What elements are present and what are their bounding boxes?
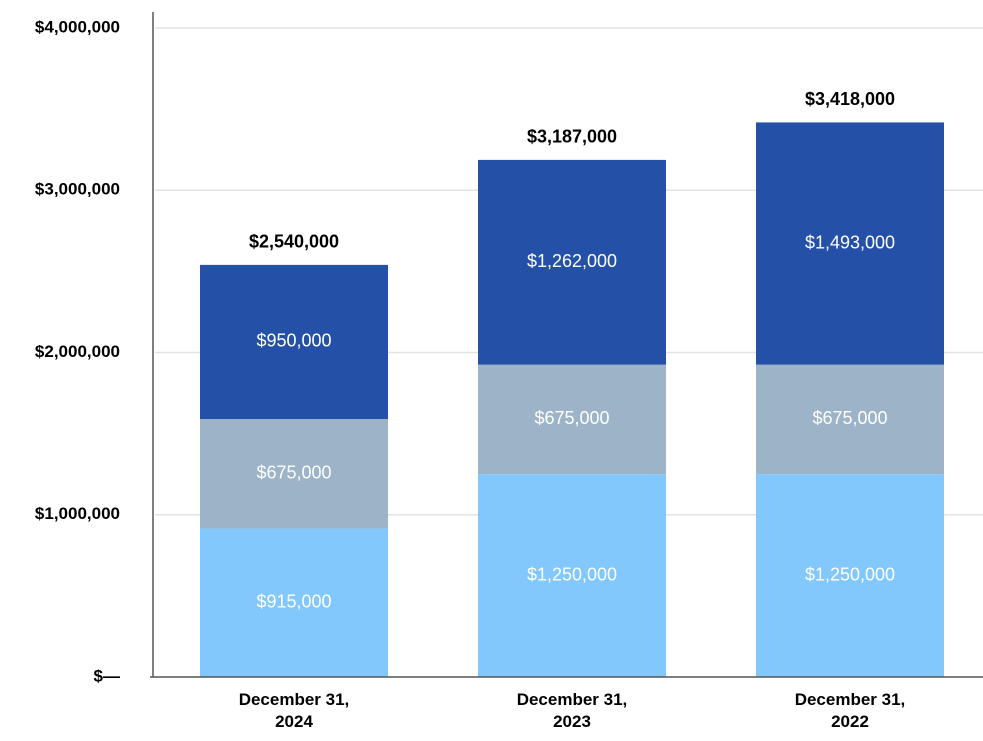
total-label: $3,187,000 <box>527 127 617 147</box>
y-tick-label: $1,000,000 <box>35 504 120 523</box>
bar-segment <box>756 474 944 677</box>
value-label: $1,262,000 <box>527 251 617 271</box>
bar-segment <box>200 264 388 420</box>
value-label: $1,250,000 <box>805 564 895 584</box>
value-label: $1,493,000 <box>805 232 895 252</box>
bar-segment <box>756 364 944 475</box>
value-label: $915,000 <box>256 592 331 612</box>
bar-segment <box>756 122 944 365</box>
y-tick-label: $4,000,000 <box>35 17 120 36</box>
x-tick-label: December 31, 2023 <box>516 690 628 731</box>
bar-segment <box>200 419 388 529</box>
bar-segment <box>478 474 666 677</box>
y-tick-label: $— <box>94 666 120 685</box>
bar-segment <box>200 528 388 677</box>
x-tick-label: December 31, 2022 <box>794 690 906 731</box>
value-label: $675,000 <box>812 408 887 428</box>
total-label: $2,540,000 <box>249 232 339 252</box>
total-label: $3,418,000 <box>805 89 895 109</box>
bar-segment <box>478 159 666 365</box>
y-tick-label: $2,000,000 <box>35 342 120 361</box>
x-tick-label: December 31, 2024 <box>238 690 350 731</box>
value-label: $675,000 <box>256 463 331 483</box>
value-label: $1,250,000 <box>527 564 617 584</box>
bar-segment <box>478 364 666 475</box>
y-tick-label: $3,000,000 <box>35 180 120 199</box>
value-label: $675,000 <box>534 408 609 428</box>
value-label: $950,000 <box>256 331 331 351</box>
